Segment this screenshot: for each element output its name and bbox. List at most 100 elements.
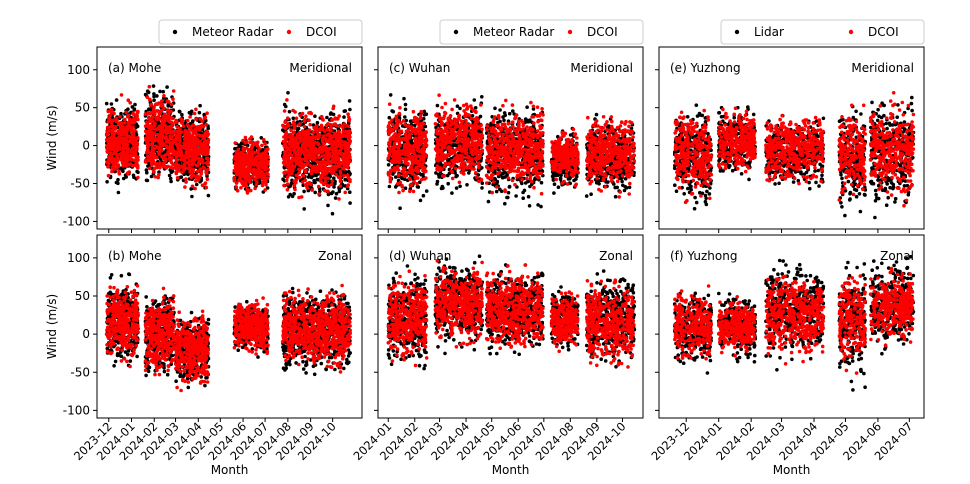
dcoi-point <box>115 165 119 170</box>
dcoi-point <box>108 118 113 122</box>
dcoi-point <box>333 116 338 120</box>
dcoi-point <box>310 188 314 192</box>
dcoi-point <box>150 158 154 162</box>
reference-point <box>202 112 206 117</box>
dcoi-point <box>119 93 124 97</box>
dcoi-point <box>346 137 351 142</box>
dcoi-point <box>297 167 301 172</box>
reference-point <box>161 89 165 94</box>
reference-point <box>287 109 292 114</box>
dcoi-point <box>193 137 198 142</box>
dcoi-point <box>286 123 291 128</box>
dcoi-point <box>289 145 293 149</box>
dcoi-point <box>237 178 242 182</box>
dcoi-point <box>160 99 164 103</box>
dcoi-point <box>251 174 255 178</box>
dcoi-point <box>135 146 139 151</box>
reference-point <box>185 171 189 176</box>
reference-point <box>284 104 288 109</box>
reference-point <box>197 110 202 115</box>
dcoi-point <box>233 141 237 145</box>
reference-point <box>454 186 459 190</box>
reference-point <box>434 171 438 175</box>
dcoi-point <box>121 125 125 129</box>
dcoi-point <box>132 163 137 167</box>
dcoi-point <box>262 164 267 168</box>
reference-point <box>114 98 119 102</box>
reference-point <box>480 166 484 170</box>
dcoi-point <box>234 185 239 189</box>
dcoi-point <box>196 163 200 168</box>
reference-point <box>403 186 408 190</box>
dcoi-point <box>199 160 204 164</box>
dcoi-point <box>303 178 308 182</box>
dcoi-point <box>342 155 347 160</box>
dcoi-point <box>347 155 351 159</box>
dcoi-point <box>127 123 131 127</box>
reference-point <box>416 185 421 189</box>
dcoi-point <box>183 185 187 189</box>
reference-point <box>152 98 156 102</box>
dcoi-point <box>131 133 136 137</box>
dcoi-point <box>342 143 347 148</box>
reference-point <box>422 113 427 117</box>
dcoi-point <box>285 98 289 102</box>
dcoi-point <box>238 154 242 159</box>
reference-point <box>477 168 481 173</box>
dcoi-point <box>148 103 153 107</box>
dcoi-point <box>330 179 335 183</box>
dcoi-point <box>292 158 297 163</box>
dcoi-point <box>331 104 336 109</box>
dcoi-point <box>174 170 178 174</box>
dcoi-point <box>283 159 287 164</box>
reference-point <box>470 114 475 118</box>
reference-point <box>105 180 109 184</box>
dcoi-point <box>237 166 241 170</box>
dcoi-point <box>316 141 320 145</box>
dcoi-point <box>346 124 351 129</box>
dcoi-point <box>333 122 338 126</box>
dcoi-point <box>260 177 265 181</box>
dcoi-point <box>284 146 288 150</box>
dcoi-point <box>136 175 140 180</box>
dcoi-point <box>320 145 325 149</box>
legend-marker <box>172 29 178 35</box>
dcoi-point <box>251 168 256 173</box>
reference-point <box>180 112 184 117</box>
dcoi-point <box>260 183 265 188</box>
reference-point <box>289 181 294 185</box>
dcoi-point <box>200 119 205 123</box>
reference-point <box>143 92 148 97</box>
dcoi-point <box>297 175 302 180</box>
reference-point <box>332 185 336 189</box>
reference-point <box>311 123 316 127</box>
dcoi-point <box>191 123 195 127</box>
dcoi-point <box>300 111 305 116</box>
dcoi-point <box>169 102 174 107</box>
dcoi-point <box>121 146 125 150</box>
reference-point <box>418 180 422 184</box>
dcoi-point <box>308 156 313 161</box>
dcoi-point <box>111 133 116 138</box>
dcoi-point <box>283 126 288 131</box>
dcoi-point <box>110 124 115 129</box>
reference-point <box>342 115 346 119</box>
dcoi-point <box>104 145 109 149</box>
dcoi-point <box>294 161 299 166</box>
dcoi-point <box>145 150 149 155</box>
dcoi-point <box>247 174 251 178</box>
legend-entry: Meteor Radar <box>192 25 273 39</box>
points-1 <box>386 93 637 210</box>
reference-point <box>168 176 173 181</box>
dcoi-point <box>155 162 159 166</box>
dcoi-point <box>327 184 331 188</box>
dcoi-point <box>145 144 150 149</box>
dcoi-point <box>188 166 193 171</box>
dcoi-point <box>263 180 268 185</box>
dcoi-point <box>300 165 305 170</box>
dcoi-point <box>120 156 125 160</box>
dcoi-point <box>184 177 188 181</box>
dcoi-point <box>191 158 195 162</box>
dcoi-point <box>306 143 311 147</box>
